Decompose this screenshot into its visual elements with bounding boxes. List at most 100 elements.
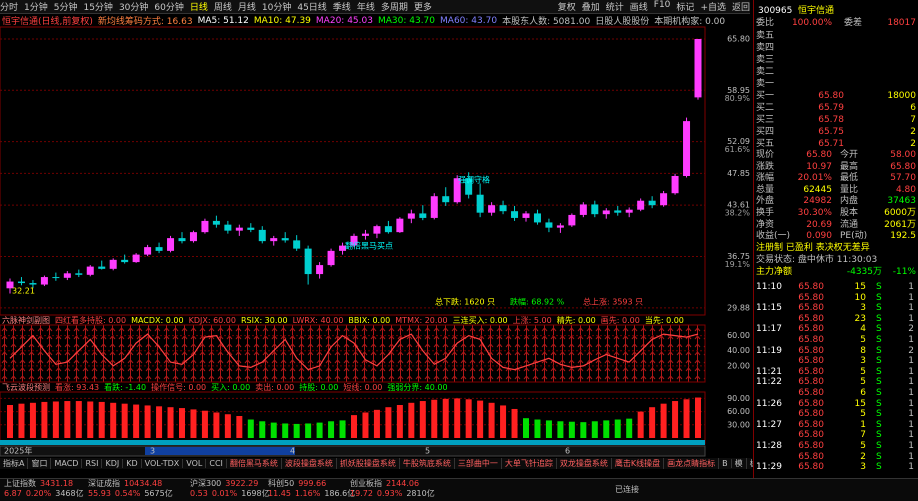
indicator-tab[interactable]: 三部曲中一 xyxy=(455,458,502,469)
period-tab[interactable]: 30分钟 xyxy=(118,3,149,13)
indicator-tab[interactable]: 大单飞针追踪 xyxy=(502,458,557,469)
panel-value: 三连买入: 0.00 xyxy=(452,316,508,325)
wave-bar xyxy=(98,401,105,438)
tool-button[interactable]: 统计 xyxy=(605,3,624,13)
index-pct: 0.20% xyxy=(25,489,52,498)
wave-bar xyxy=(236,416,243,438)
trade-side: S xyxy=(876,345,882,356)
index-pct: 0.93% xyxy=(376,489,403,498)
index-bottom: 19.72 0.93% 2810亿 xyxy=(350,489,435,499)
trade-side: S xyxy=(876,441,882,451)
label: 委比 xyxy=(756,18,775,28)
info-item: MA20: 45.03 xyxy=(315,15,373,26)
value: 100.00% xyxy=(791,18,832,28)
indicator-tab[interactable]: CCI xyxy=(206,459,227,468)
indicator-tab[interactable]: RSI xyxy=(82,459,103,468)
indicator-tab[interactable]: KDJ xyxy=(102,459,124,468)
bid-volume: 2 xyxy=(910,127,916,137)
index-change: 0.53 xyxy=(190,489,208,498)
tool-button[interactable]: 标记 xyxy=(676,3,695,13)
trade-volume: 7 xyxy=(860,430,866,441)
wave-bar xyxy=(626,418,633,438)
fib-label: 38.2% xyxy=(725,209,751,218)
candle-body xyxy=(361,233,369,236)
candle-body xyxy=(568,214,576,226)
indicator-tab[interactable]: 画龙点睛指标 xyxy=(664,458,720,469)
indicator-tab[interactable]: 翻倍黑马系统 xyxy=(227,458,282,469)
period-tab[interactable]: 10分钟 xyxy=(261,3,292,13)
indicator-tab[interactable]: 鹰击K线操盘 xyxy=(612,458,665,469)
indicator-tab[interactable]: VOL xyxy=(183,459,207,468)
trade-time: 11:22 xyxy=(756,377,782,388)
panel-value: MACDX: 0.00 xyxy=(131,316,184,325)
tool-button[interactable]: +自选 xyxy=(700,3,726,13)
tool-button[interactable]: 复权 xyxy=(557,3,576,13)
period-tab[interactable]: 多周期 xyxy=(380,3,408,13)
indicator-tab[interactable]: 窗口 xyxy=(28,458,52,469)
indicator-tab[interactable]: B xyxy=(719,459,732,468)
candle-body xyxy=(258,229,266,242)
candle-body xyxy=(396,218,404,233)
indicator-tab[interactable]: 波段操盘系统 xyxy=(282,458,337,469)
period-tab[interactable]: 60分钟 xyxy=(154,3,184,13)
trade-price: 65.80 xyxy=(798,366,824,377)
tool-group: 复权 叠加 统计 画线 F10 标记 +自选 返回 xyxy=(558,0,750,13)
panel-value: KDJX: 60.00 xyxy=(188,316,236,325)
indicator-tab[interactable]: 模 xyxy=(732,458,747,469)
period-tab[interactable]: 45日线 xyxy=(297,3,327,13)
period-tab[interactable]: 年线 xyxy=(356,3,375,13)
candle-body xyxy=(373,226,381,234)
tool-button[interactable]: 画线 xyxy=(629,3,648,13)
period-tab[interactable]: 5分钟 xyxy=(53,3,78,13)
period-tab[interactable]: 分时 xyxy=(0,3,19,13)
info-item: 新均线筹码方式: 16.63 xyxy=(97,17,193,27)
indicator-tab[interactable]: 双龙操盘系统 xyxy=(557,458,612,469)
wave-bar xyxy=(672,401,679,438)
info-item: MA30: 43.70 xyxy=(377,15,436,26)
trade-count: 1 xyxy=(908,462,914,473)
bid-volume: 6 xyxy=(910,103,916,113)
indicator-tab[interactable]: 抓妖股操盘系统 xyxy=(337,458,400,469)
tool-button[interactable]: F10 xyxy=(653,0,671,10)
wave-bar xyxy=(156,406,163,438)
period-tab[interactable]: 15分钟 xyxy=(83,3,113,13)
wave-bar xyxy=(144,405,151,438)
period-tab[interactable]: 月线 xyxy=(237,3,256,13)
index-price: 999.66 xyxy=(298,479,327,488)
trade-price: 65.80 xyxy=(798,398,824,409)
period-tab[interactable]: 日线 xyxy=(189,3,208,13)
tool-button[interactable]: 返回 xyxy=(731,3,750,13)
trade-side: S xyxy=(876,377,882,388)
trade-count: 2 xyxy=(908,345,914,356)
tool-button[interactable]: 叠加 xyxy=(581,3,600,13)
indicator-tab[interactable]: 指标A xyxy=(0,458,29,469)
stock-tags: 注册制 已盈利 表决权无差异 xyxy=(756,243,870,253)
stat-value: 2061万 xyxy=(884,219,916,230)
index-price: 10434.48 xyxy=(124,479,163,488)
wave-bar xyxy=(637,411,644,438)
bid-price: 65.75 xyxy=(818,127,844,137)
indicator-tab[interactable]: KD xyxy=(123,459,142,468)
trade-side: S xyxy=(876,388,882,398)
period-tab[interactable]: 季线 xyxy=(332,3,351,13)
stat-label: 最高 xyxy=(840,161,859,172)
period-tab[interactable]: 周线 xyxy=(213,3,232,13)
trade-volume: 3 xyxy=(860,356,866,367)
stat-label: 内盘 xyxy=(840,196,859,207)
candle-body xyxy=(488,205,496,213)
wave-bar xyxy=(695,397,701,438)
chart-annotation: 总上涨: 3593 只 xyxy=(583,297,643,307)
indicator-tab[interactable]: VOL-TDX xyxy=(142,459,184,468)
fib-label: 19.1% xyxy=(725,260,751,269)
period-tab[interactable]: 1分钟 xyxy=(24,3,48,13)
info-item: MA5: 51.12 xyxy=(197,15,249,26)
stat-label: 今开 xyxy=(840,150,859,160)
timeline-label: 6 xyxy=(565,447,570,456)
candle-body xyxy=(339,245,347,251)
period-tab[interactable]: 更多 xyxy=(413,3,432,13)
candle-body xyxy=(545,222,553,228)
indicator-tab[interactable]: 牛股筑底系统 xyxy=(400,458,455,469)
indicator-tab[interactable]: MACD xyxy=(51,459,83,468)
wave-bar xyxy=(110,402,117,438)
